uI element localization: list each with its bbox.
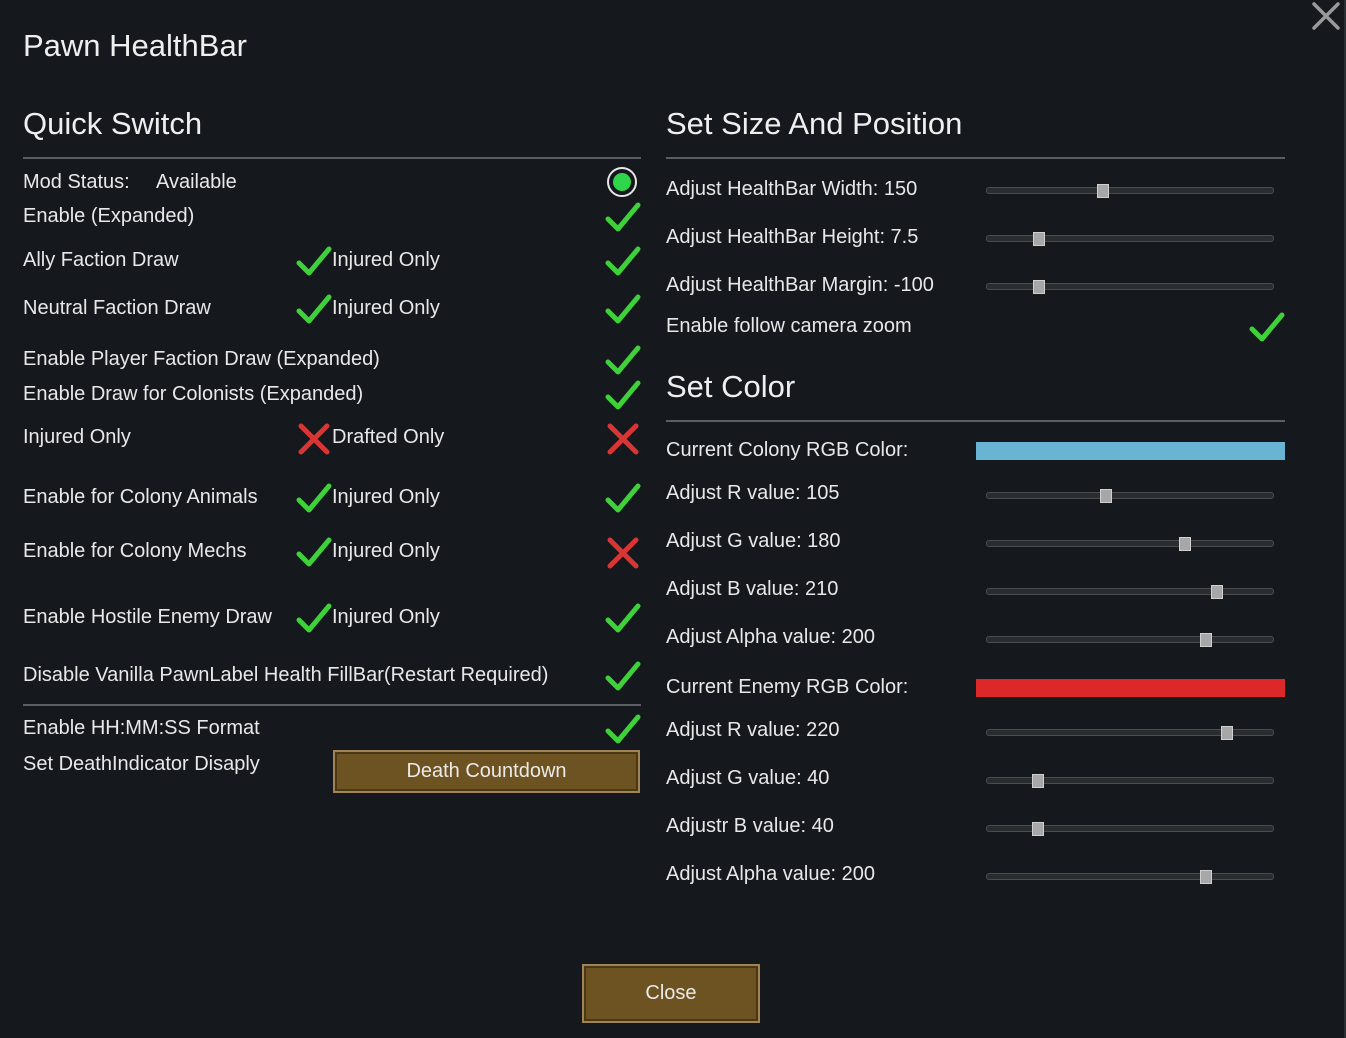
neutral-injured-only-check-icon[interactable] <box>296 292 332 328</box>
enemy-r-slider[interactable] <box>986 726 1274 740</box>
colony-g-slider[interactable] <box>986 537 1274 551</box>
healthbar-height-slider[interactable] <box>986 232 1274 246</box>
ally-faction-draw-check-icon[interactable] <box>605 244 641 280</box>
mechs-injured-only-check-icon[interactable] <box>296 535 332 571</box>
drafted-only-label: Drafted Only <box>332 426 445 448</box>
quick-switch-heading: Quick Switch <box>23 106 203 141</box>
ally-injured-only-label: Injured Only <box>332 249 440 271</box>
disable-vanilla-fillbar-check-icon[interactable] <box>605 659 641 695</box>
animals-injured-only-check-icon[interactable] <box>296 481 332 517</box>
colony-r-slider[interactable] <box>986 489 1274 503</box>
ally-faction-draw-label: Ally Faction Draw <box>23 249 179 271</box>
quick-switch-bottom-divider <box>23 704 641 706</box>
enemy-alpha-label: Adjust Alpha value: 200 <box>666 863 876 885</box>
colony-b-slider[interactable] <box>986 585 1274 599</box>
enemy-alpha-slider[interactable] <box>986 870 1274 884</box>
hostile-injured-only-check-icon[interactable] <box>296 601 332 637</box>
colony-animals-label: Enable for Colony Animals <box>23 486 258 508</box>
hostile-enemy-draw-label: Enable Hostile Enemy Draw <box>23 606 272 628</box>
enemy-g-slider[interactable] <box>986 774 1274 788</box>
follow-camera-zoom-label: Enable follow camera zoom <box>666 315 912 337</box>
colony-b-label: Adjust B value: 210 <box>666 578 839 600</box>
enemy-color-label: Current Enemy RGB Color: <box>666 676 909 698</box>
death-indicator-label: Set DeathIndicator Disaply <box>23 753 260 775</box>
animals-injured-only-label: Injured Only <box>332 486 440 508</box>
colony-animals-check-icon[interactable] <box>605 481 641 517</box>
hostile-enemy-draw-check-icon[interactable] <box>605 601 641 637</box>
colony-g-label: Adjust G value: 180 <box>666 530 841 552</box>
death-countdown-button[interactable]: Death Countdown <box>333 750 640 793</box>
mod-status-value: Available <box>156 171 237 193</box>
enemy-b-slider[interactable] <box>986 822 1274 836</box>
slider-thumb[interactable] <box>1221 726 1234 740</box>
player-faction-draw-label: Enable Player Faction Draw (Expanded) <box>23 348 380 370</box>
healthbar-height-label: Adjust HealthBar Height: 7.5 <box>666 226 919 248</box>
colonists-injured-only-cross-icon[interactable] <box>606 422 640 456</box>
enemy-g-label: Adjust G value: 40 <box>666 767 830 789</box>
neutral-injured-only-label: Injured Only <box>332 297 440 319</box>
player-faction-draw-check-icon[interactable] <box>605 343 641 379</box>
neutral-faction-draw-check-icon[interactable] <box>605 292 641 328</box>
slider-thumb[interactable] <box>1032 774 1045 788</box>
colony-alpha-slider[interactable] <box>986 633 1274 647</box>
healthbar-width-slider[interactable] <box>986 184 1274 198</box>
mod-status-label: Mod Status: <box>23 171 130 193</box>
slider-thumb[interactable] <box>1032 280 1045 294</box>
quick-switch-divider <box>23 157 641 159</box>
window-title: Pawn HealthBar <box>23 28 248 63</box>
enable-expanded-label: Enable (Expanded) <box>23 205 195 227</box>
slider-thumb[interactable] <box>1200 633 1213 647</box>
colony-color-swatch <box>976 442 1285 460</box>
colony-color-label: Current Colony RGB Color: <box>666 439 909 461</box>
close-x-icon[interactable] <box>1310 0 1342 32</box>
colony-alpha-label: Adjust Alpha value: 200 <box>666 626 876 648</box>
status-radio-icon <box>607 167 637 197</box>
slider-thumb[interactable] <box>1032 822 1045 836</box>
healthbar-width-label: Adjust HealthBar Width: 150 <box>666 178 918 200</box>
neutral-faction-draw-label: Neutral Faction Draw <box>23 297 211 319</box>
size-position-divider <box>666 157 1285 159</box>
slider-thumb[interactable] <box>1179 537 1192 551</box>
close-button[interactable]: Close <box>582 964 760 1023</box>
slider-thumb[interactable] <box>1100 489 1113 503</box>
slider-thumb[interactable] <box>1032 232 1045 246</box>
enemy-b-label: Adjustr B value: 40 <box>666 815 834 837</box>
set-color-heading: Set Color <box>666 369 796 404</box>
set-color-divider <box>666 420 1285 422</box>
colonists-draw-check-icon[interactable] <box>605 378 641 414</box>
enable-expanded-check-icon[interactable] <box>605 200 641 236</box>
drafted-only-cross-icon[interactable] <box>297 422 331 456</box>
slider-thumb[interactable] <box>1200 870 1213 884</box>
colonists-draw-label: Enable Draw for Colonists (Expanded) <box>23 383 364 405</box>
hhmmss-format-label: Enable HH:MM:SS Format <box>23 717 260 739</box>
enemy-color-swatch <box>976 679 1285 697</box>
slider-thumb[interactable] <box>1097 184 1110 198</box>
slider-thumb[interactable] <box>1210 585 1223 599</box>
colony-mechs-label: Enable for Colony Mechs <box>23 540 247 562</box>
enemy-r-label: Adjust R value: 220 <box>666 719 840 741</box>
ally-injured-only-check-icon[interactable] <box>296 244 332 280</box>
disable-vanilla-fillbar-label: Disable Vanilla PawnLabel Health FillBar… <box>23 664 549 686</box>
mechs-injured-only-label: Injured Only <box>332 540 440 562</box>
size-position-heading: Set Size And Position <box>666 106 963 141</box>
follow-camera-zoom-check-icon[interactable] <box>1249 310 1285 346</box>
colony-mechs-cross-icon[interactable] <box>606 536 640 570</box>
hhmmss-format-check-icon[interactable] <box>605 712 641 748</box>
hostile-injured-only-label: Injured Only <box>332 606 440 628</box>
colony-r-label: Adjust R value: 105 <box>666 482 840 504</box>
colonists-injured-only-label: Injured Only <box>23 426 131 448</box>
healthbar-margin-slider[interactable] <box>986 280 1274 294</box>
healthbar-margin-label: Adjust HealthBar Margin: -100 <box>666 274 934 296</box>
